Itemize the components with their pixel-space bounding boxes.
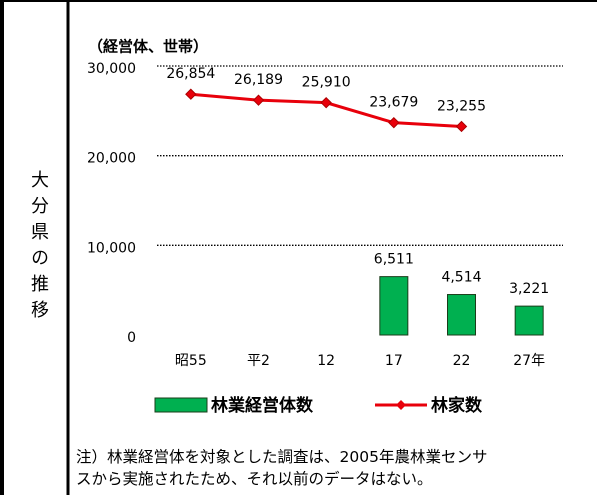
marker	[185, 88, 197, 100]
data-label: 6,511	[374, 252, 414, 268]
x-tick-label: 12	[317, 353, 335, 369]
note-line: 注）林業経営体を対象とした調査は、2005年農林業センサ	[76, 448, 488, 466]
y-tick-label: 0	[127, 330, 136, 346]
marker	[252, 94, 265, 106]
data-label: 23,255	[437, 98, 486, 114]
bar	[379, 276, 409, 336]
x-tick-label: 17	[385, 353, 403, 369]
legend-label: 林業経営体数	[211, 395, 314, 416]
x-tick-label: 平2	[247, 353, 270, 369]
row-label: 大分県の推移	[28, 170, 49, 326]
marker	[320, 96, 332, 109]
y-tick-label: 10,000	[87, 240, 136, 256]
note-line: スから実施されたため、それ以前のデータはない。	[76, 470, 433, 488]
legend-label: 林家数	[431, 395, 483, 416]
y-tick-label: 20,000	[87, 151, 136, 167]
x-tick-label: 昭55	[175, 353, 207, 369]
legend-swatch	[396, 400, 406, 410]
marker	[388, 116, 400, 129]
y-tick-label: 30,000	[87, 61, 136, 77]
data-label: 23,679	[369, 95, 418, 111]
x-tick-label: 27年	[513, 353, 545, 369]
data-label: 25,910	[302, 75, 351, 91]
data-label: 26,189	[234, 72, 283, 88]
data-label: 26,854	[166, 66, 215, 82]
note: 注）林業経営体を対象とした調査は、2005年農林業センサ スから実施されたため、…	[76, 446, 487, 490]
data-label: 3,221	[509, 281, 549, 297]
legend-swatch	[154, 397, 208, 413]
marker	[455, 120, 468, 133]
unit-label: （経営体、世帯）	[88, 38, 208, 56]
x-tick-label: 22	[453, 353, 471, 369]
data-label: 4,514	[441, 270, 481, 286]
bar	[447, 294, 476, 336]
bar	[514, 305, 544, 336]
